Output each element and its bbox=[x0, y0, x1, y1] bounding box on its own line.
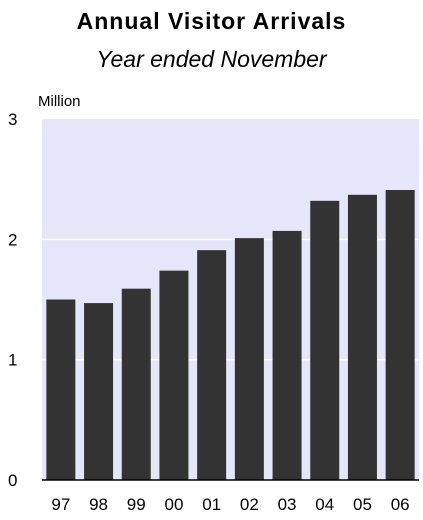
bar-05 bbox=[347, 194, 377, 480]
y-tick-label: 3 bbox=[8, 110, 17, 129]
bar-99 bbox=[121, 288, 151, 480]
x-axis-ticks: 97 98 99 00 01 02 03 04 05 06 bbox=[51, 495, 409, 514]
bar-04 bbox=[310, 200, 340, 480]
bar-00 bbox=[159, 270, 189, 480]
x-tick-label: 04 bbox=[315, 495, 334, 514]
chart-title: Annual Visitor Arrivals bbox=[76, 8, 347, 34]
bars-group bbox=[46, 189, 415, 480]
x-tick-label: 97 bbox=[51, 495, 70, 514]
y-tick-label: 1 bbox=[8, 351, 17, 370]
bar-98 bbox=[84, 303, 114, 480]
y-axis-unit-label: Million bbox=[38, 93, 81, 110]
x-tick-label: 99 bbox=[127, 495, 146, 514]
bar-03 bbox=[272, 230, 302, 480]
x-tick-label: 98 bbox=[89, 495, 108, 514]
y-tick-label: 0 bbox=[8, 471, 17, 490]
x-tick-label: 03 bbox=[278, 495, 297, 514]
x-tick-label: 05 bbox=[353, 495, 372, 514]
x-tick-label: 02 bbox=[240, 495, 259, 514]
x-tick-label: 00 bbox=[164, 495, 183, 514]
bar-01 bbox=[197, 250, 227, 480]
chart-subtitle: Year ended November bbox=[96, 46, 327, 72]
bar-97 bbox=[46, 299, 76, 480]
y-axis-ticks: 0 1 2 3 bbox=[8, 110, 17, 490]
bar-02 bbox=[234, 238, 264, 480]
y-tick-label: 2 bbox=[8, 230, 17, 249]
x-tick-label: 01 bbox=[202, 495, 221, 514]
x-tick-label: 06 bbox=[391, 495, 410, 514]
bar-06 bbox=[385, 189, 415, 480]
